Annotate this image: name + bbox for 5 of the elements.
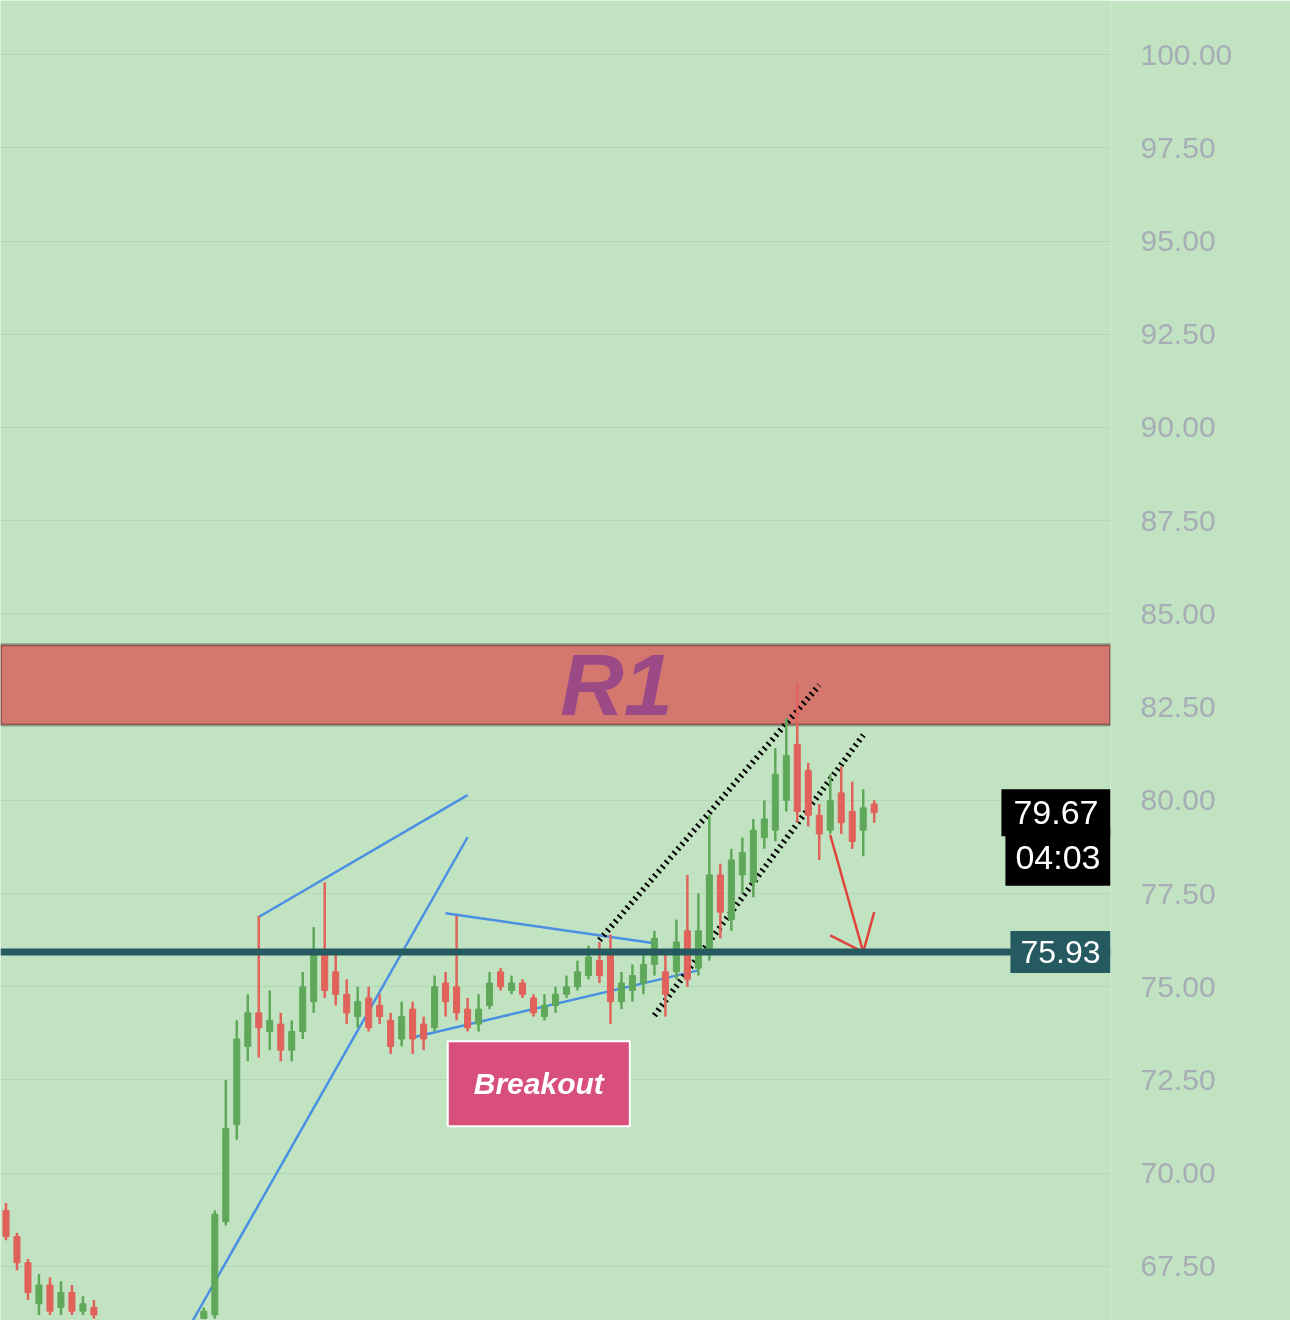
annotation: Breakout xyxy=(473,1067,606,1101)
annotation: 79.67 xyxy=(1013,793,1099,832)
annotation: 04:03 xyxy=(1015,837,1101,876)
ref-line-label: 75.93 xyxy=(1020,934,1101,971)
band-label: R1 xyxy=(560,635,673,735)
